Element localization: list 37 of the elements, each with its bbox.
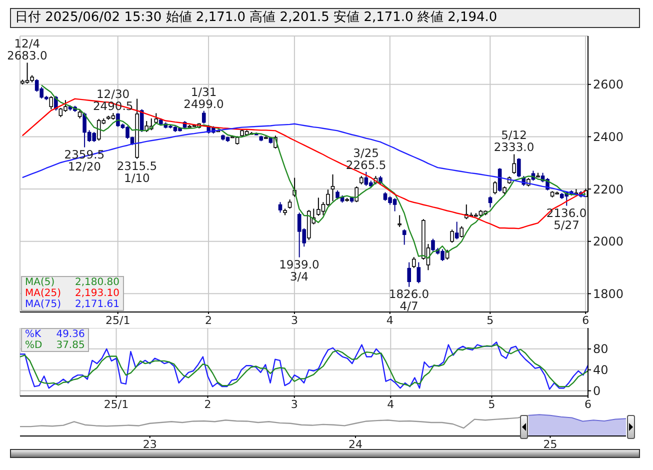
x-tick-label: 5: [488, 398, 496, 411]
x-tick-label: 2: [205, 314, 212, 327]
annotation: 1939.0 3/4: [279, 257, 320, 284]
y-tick-label: 40: [593, 363, 608, 378]
x-tick-label: 2: [204, 398, 212, 411]
x-tick-label: 4: [386, 314, 394, 327]
x-tick-label: 3: [290, 314, 298, 327]
annotation: 12/4 2683.0: [7, 36, 48, 63]
annotation: 2136.0 5/27: [546, 206, 587, 232]
annotation: 3/25 2265.5: [346, 146, 386, 172]
text: MA(5) 2,180.80: [25, 277, 120, 288]
y-tick-label: 2400: [593, 130, 624, 144]
annotation: 1/31 2499.0: [184, 84, 224, 111]
y-tick-label: 2200: [593, 182, 624, 196]
text: %K 49.36: [25, 329, 85, 340]
x-tick-label: 23: [142, 438, 157, 451]
y-tick-label: 2000: [593, 234, 624, 249]
y-tick-label: 0: [593, 384, 601, 398]
x-tick-label: 6: [584, 398, 592, 411]
text: MA(75) 2,171.61: [25, 299, 120, 310]
annotation: 1826.0 4/7: [388, 286, 430, 313]
x-tick-label: 6: [582, 314, 590, 327]
x-tick-label: 25/1: [105, 314, 130, 327]
text: MA(25) 2,193.10: [25, 288, 120, 299]
annotation: 2315.5 1/10: [116, 158, 158, 185]
annotation: 5/12 2333.0: [494, 128, 534, 154]
x-tick-label: 4: [387, 398, 394, 411]
y-tick-label: 80: [593, 342, 608, 356]
x-tick-label: 5: [486, 314, 494, 327]
x-tick-label: 25: [543, 438, 558, 451]
x-tick-label: 25/1: [104, 398, 129, 411]
text: %D 37.85: [25, 340, 85, 351]
x-tick-label: 3: [290, 398, 298, 411]
y-tick-label: 2600: [593, 78, 624, 92]
chart-title: 日付 2025/06/02 15:30 始値 2,171.0 高値 2,201.5 安値 2,171.0 終値 2,194.0: [15, 10, 498, 25]
y-tick-label: 1800: [593, 286, 624, 301]
x-tick-label: 24: [348, 438, 362, 451]
